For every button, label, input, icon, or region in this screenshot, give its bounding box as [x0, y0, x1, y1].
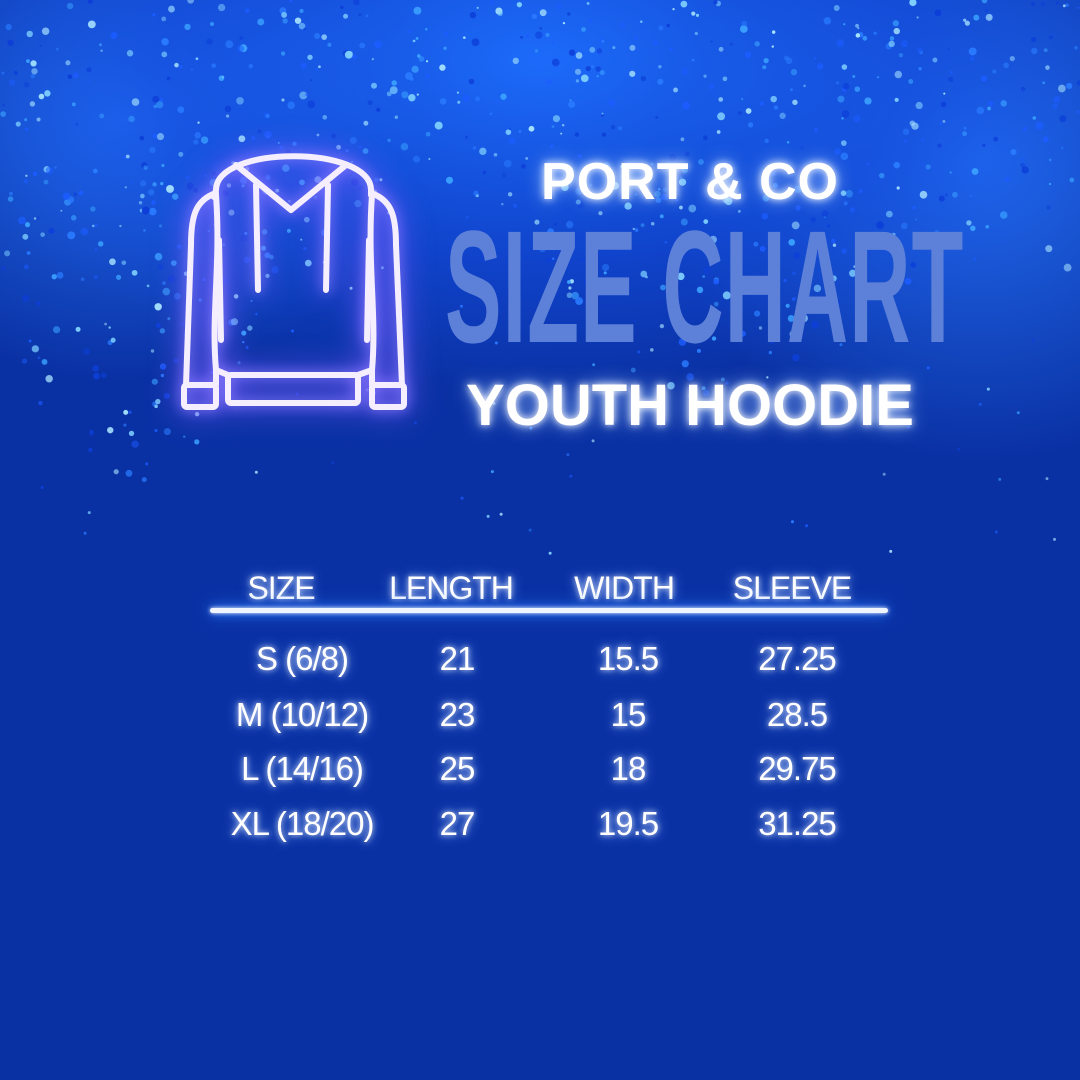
hoodie-icon — [181, 153, 407, 410]
product-subtitle: YOUTH HOODIE — [466, 373, 914, 438]
cell-width: 19.5 — [597, 805, 659, 842]
cell-length: 27 — [439, 805, 476, 842]
glitter-sparkles — [0, 0, 1080, 555]
cell-size: M (10/12) — [235, 696, 369, 733]
cell-sleeve: 28.5 — [766, 696, 828, 733]
page-title: SIZE CHART — [445, 197, 965, 376]
cell-sleeve: 27.25 — [758, 640, 837, 677]
cell-length: 21 — [439, 640, 476, 677]
column-header-length: LENGTH — [389, 570, 514, 606]
cell-width: 15 — [610, 696, 647, 733]
cell-sleeve: 29.75 — [758, 750, 837, 787]
brand-title: PORT & CO — [541, 153, 839, 211]
column-header-sleeve: SLEEVE — [732, 570, 853, 606]
cell-length: 25 — [439, 750, 476, 787]
cell-size: S (6/8) — [255, 640, 349, 677]
glitter-background — [0, 0, 1080, 560]
column-header-size: SIZE — [247, 570, 315, 606]
cell-size: L (14/16) — [241, 750, 364, 787]
cell-length: 23 — [439, 696, 476, 733]
cell-sleeve: 31.25 — [758, 805, 837, 842]
cell-width: 15.5 — [597, 640, 659, 677]
column-header-width: WIDTH — [574, 570, 675, 606]
cell-width: 18 — [610, 750, 647, 787]
cell-size: XL (18/20) — [230, 805, 375, 842]
header-divider — [210, 608, 888, 613]
